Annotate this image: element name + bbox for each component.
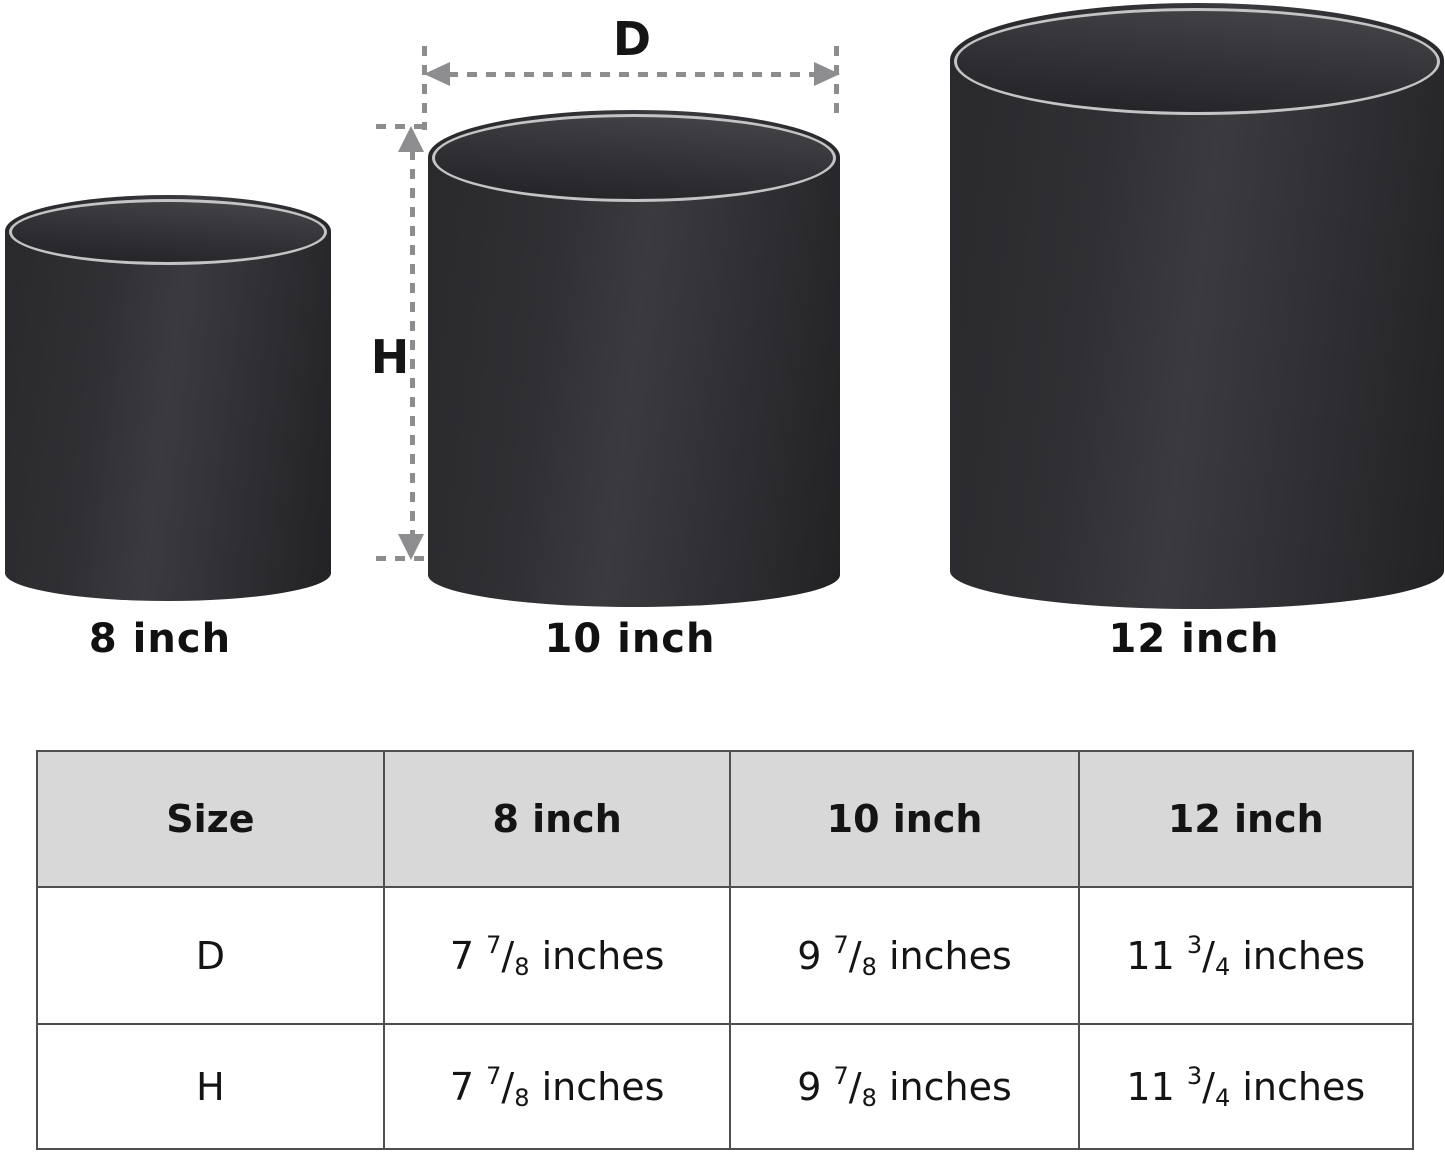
pot-caption-12-inch: 12 inch [1108,616,1280,662]
height-extension-line-top [376,124,430,129]
planter-pot-10-inch [428,110,840,607]
pot-caption-8-inch: 8 inch [88,616,232,662]
diameter-extension-line-left [422,46,427,130]
arrow-left-icon [424,62,450,86]
size-table: Size 8 inch 10 inch 12 inch D 7 7/8 inch… [36,750,1415,1150]
height-extension-line-bottom [376,556,430,561]
unit-text: inches [888,1064,1012,1109]
header-cell-8-inch: 8 inch [382,750,732,888]
table-header-row: Size 8 inch 10 inch 12 inch [36,750,1415,888]
arrow-down-icon [398,534,424,560]
diameter-dimension-label: D [612,12,652,66]
cell-h-12inch: 11 3/4 inches [1077,1023,1415,1150]
planter-pot-8-inch [5,195,331,601]
cell-h-8inch: 7 7/8 inches [382,1023,732,1150]
unit-text: inches [1242,1064,1366,1109]
height-dimension-line [410,150,415,536]
header-cell-size: Size [36,750,385,888]
table-row-diameter: D 7 7/8 inches 9 7/8 inches 11 3/4 inche… [36,886,1415,1025]
unit-text: inches [888,933,1012,978]
planter-pot-12-inch [950,3,1444,609]
height-dimension-label: H [370,330,410,384]
table-row-height: H 7 7/8 inches 9 7/8 inches 11 3/4 inche… [36,1023,1415,1150]
pot-caption-10-inch: 10 inch [544,616,716,662]
row-label-h: H [36,1023,385,1150]
pot-opening [9,199,327,265]
pot-opening [432,114,836,202]
header-cell-10-inch: 10 inch [729,750,1080,888]
cell-d-8inch: 7 7/8 inches [382,886,732,1025]
unit-text: inches [541,933,665,978]
row-label-d: D [36,886,385,1025]
cell-d-10inch: 9 7/8 inches [729,886,1080,1025]
pot-opening [954,8,1440,115]
unit-text: inches [1242,933,1366,978]
header-cell-12-inch: 12 inch [1077,750,1415,888]
diameter-dimension-line [448,72,816,77]
arrow-up-icon [398,126,424,152]
cell-d-12inch: 11 3/4 inches [1077,886,1415,1025]
unit-text: inches [541,1064,665,1109]
cell-h-10inch: 9 7/8 inches [729,1023,1080,1150]
diameter-extension-line-right [834,46,839,114]
